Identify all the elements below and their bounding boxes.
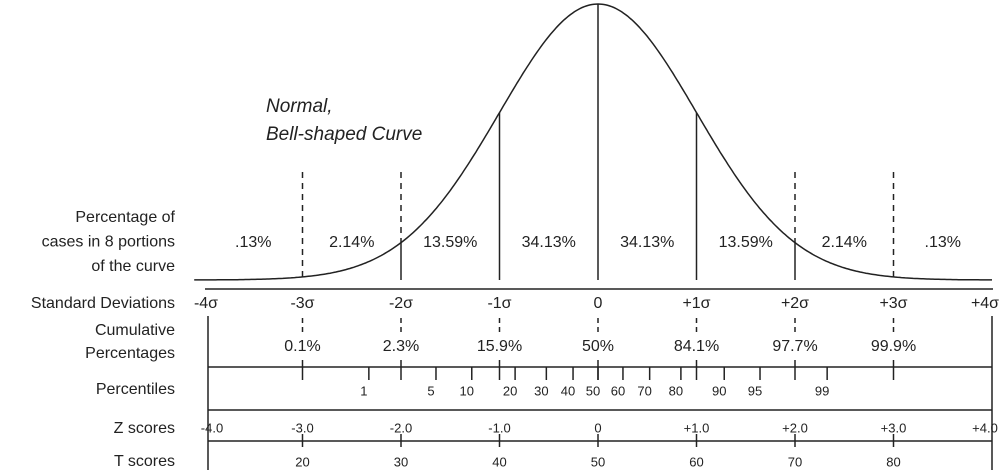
cumulative-value: 2.3% (383, 338, 419, 355)
row-label: Percentage of (75, 209, 175, 226)
percentile-value: 60 (611, 383, 625, 398)
t-value: 20 (295, 454, 309, 469)
t-value: 60 (689, 454, 703, 469)
z-value: +4.0 (972, 420, 998, 435)
portion-value: 34.13% (522, 234, 576, 251)
portion-value: 13.59% (719, 234, 773, 251)
cumulative-value: 15.9% (477, 338, 522, 355)
percentile-value: 30 (534, 383, 548, 398)
percentile-value: 95 (748, 383, 762, 398)
sigma-label: -2σ (389, 295, 413, 312)
t-value: 80 (886, 454, 900, 469)
percentile-value: 10 (460, 383, 474, 398)
sigma-label: -4σ (194, 295, 218, 312)
percentile-value: 5 (427, 383, 434, 398)
z-value: -1.0 (488, 420, 510, 435)
row-label: cases in 8 portions (42, 234, 175, 251)
row-label: Percentiles (96, 381, 175, 398)
z-value: -3.0 (291, 420, 313, 435)
percentile-value: 20 (503, 383, 517, 398)
cumulative-value: 84.1% (674, 338, 719, 355)
z-value: -4.0 (201, 420, 223, 435)
row-label: Z scores (114, 420, 175, 437)
portion-value: .13% (925, 234, 961, 251)
bell-curve (194, 3, 992, 281)
sigma-label: +1σ (682, 295, 710, 312)
z-value: 0 (594, 420, 601, 435)
row-label: of the curve (91, 258, 175, 275)
row-label: Standard Deviations (31, 295, 175, 312)
percentile-value: 99 (815, 383, 829, 398)
sigma-label: +3σ (879, 295, 907, 312)
portion-value: .13% (235, 234, 271, 251)
percentile-value: 80 (669, 383, 683, 398)
percentile-value: 70 (637, 383, 651, 398)
sigma-label: -1σ (487, 295, 511, 312)
row-label: T scores (114, 453, 175, 470)
row-label: Percentages (85, 345, 175, 362)
portion-value: 2.14% (822, 234, 867, 251)
z-value: +2.0 (782, 420, 808, 435)
z-value: -2.0 (390, 420, 412, 435)
percentile-value: 50 (586, 383, 600, 398)
percentile-value: 90 (712, 383, 726, 398)
sigma-label: +2σ (781, 295, 809, 312)
heading-line: Bell-shaped Curve (266, 124, 422, 145)
t-value: 40 (492, 454, 506, 469)
cumulative-value: 99.9% (871, 338, 916, 355)
t-value: 30 (394, 454, 408, 469)
t-value: 50 (591, 454, 605, 469)
row-label: Cumulative (95, 322, 175, 339)
cumulative-value: 97.7% (772, 338, 817, 355)
sigma-label: +4σ (971, 295, 999, 312)
cumulative-value: 0.1% (284, 338, 320, 355)
z-value: +1.0 (684, 420, 710, 435)
t-value: 70 (788, 454, 802, 469)
portion-value: 2.14% (329, 234, 374, 251)
sigma-label: 0 (594, 295, 603, 312)
heading-line: Normal, (266, 96, 333, 117)
percentile-value: 40 (561, 383, 575, 398)
z-value: +3.0 (881, 420, 907, 435)
portion-value: 34.13% (620, 234, 674, 251)
sigma-label: -3σ (290, 295, 314, 312)
cumulative-value: 50% (582, 338, 614, 355)
percentile-value: 1 (360, 383, 367, 398)
portion-value: 13.59% (423, 234, 477, 251)
